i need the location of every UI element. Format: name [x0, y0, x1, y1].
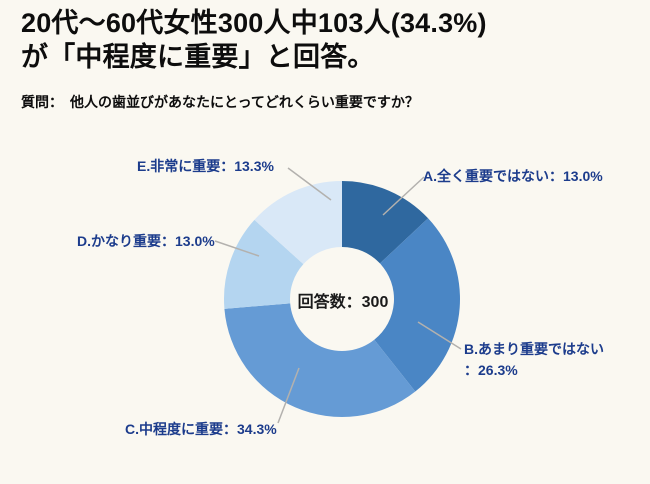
- callout-label-e: E.非常に重要：13.3%: [137, 158, 274, 174]
- callout-label-c: C.中程度に重要：34.3%: [125, 421, 277, 437]
- donut-slice-b: [374, 218, 460, 392]
- survey-question: 質問： 他人の歯並びがあなたにとってどれくらい重要ですか？: [21, 94, 419, 110]
- leader-line-a: [382, 176, 425, 216]
- leader-line-c: [277, 367, 300, 424]
- donut-slice-c: [224, 303, 416, 417]
- leader-line-d: [214, 240, 260, 257]
- callout-label-a: A.全く重要ではない：13.0%: [423, 168, 603, 184]
- chart-center-total: 回答数：300: [297, 294, 389, 311]
- leader-line-e: [287, 167, 332, 201]
- callout-label-b: B.あまり重要ではない ：26.3%: [464, 341, 604, 378]
- donut-slice-d: [224, 219, 304, 309]
- leader-line-b: [417, 321, 462, 350]
- callout-label-d: D.かなり重要：13.0%: [77, 233, 215, 249]
- page-title: 20代〜60代女性300人中103人(34.3%) が「中程度に重要」と回答。: [21, 8, 487, 72]
- donut-slice-e: [254, 181, 342, 265]
- donut-slice-a: [342, 181, 429, 264]
